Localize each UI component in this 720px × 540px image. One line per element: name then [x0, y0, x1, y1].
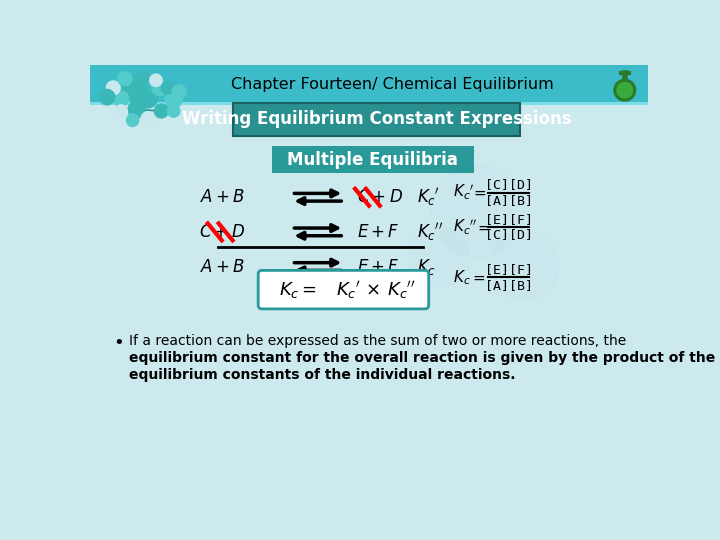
- Circle shape: [127, 114, 139, 126]
- Circle shape: [172, 85, 186, 99]
- Text: [C][D]: [C][D]: [485, 178, 533, 191]
- Text: $E + F$: $E + F$: [356, 223, 400, 241]
- Text: [A][B]: [A][B]: [485, 279, 533, 292]
- Text: $K_c{''}$: $K_c{''}$: [417, 221, 444, 243]
- Text: $C + D$: $C + D$: [356, 188, 402, 206]
- Circle shape: [113, 91, 129, 106]
- Text: [C][D]: [C][D]: [485, 228, 533, 241]
- Text: $K_c{'}$: $K_c{'}$: [417, 186, 440, 208]
- Text: $K_c$: $K_c$: [417, 256, 436, 276]
- Bar: [233, 103, 520, 136]
- Circle shape: [154, 104, 168, 118]
- Circle shape: [431, 165, 524, 257]
- Circle shape: [137, 71, 149, 83]
- Text: $A + B$: $A + B$: [200, 188, 245, 206]
- Text: [E][F]: [E][F]: [485, 213, 533, 226]
- Bar: [272, 146, 474, 173]
- Circle shape: [150, 74, 162, 86]
- Circle shape: [141, 112, 155, 126]
- Circle shape: [120, 76, 145, 100]
- Text: $A + B$: $A + B$: [200, 258, 245, 275]
- Bar: [90, 102, 648, 105]
- Text: $C + D$: $C + D$: [199, 223, 245, 241]
- Text: equilibrium constant for the overall reaction is given by the product of the: equilibrium constant for the overall rea…: [129, 351, 715, 365]
- Text: $K_c =$: $K_c =$: [279, 280, 317, 300]
- Text: $=$: $=$: [475, 220, 491, 235]
- Text: $E + F$: $E + F$: [356, 258, 400, 275]
- Text: Multiple Equilibria: Multiple Equilibria: [287, 151, 459, 168]
- Circle shape: [152, 80, 168, 96]
- Circle shape: [99, 90, 114, 105]
- Text: Chapter Fourteen/ Chemical Equilibrium: Chapter Fourteen/ Chemical Equilibrium: [231, 77, 554, 92]
- Circle shape: [617, 83, 632, 98]
- Circle shape: [107, 81, 120, 95]
- Text: •: •: [113, 334, 124, 352]
- Bar: [90, 65, 648, 103]
- Circle shape: [114, 105, 127, 117]
- Text: $K_c{''}$: $K_c{''}$: [453, 218, 477, 237]
- Circle shape: [168, 105, 180, 117]
- Text: [A][B]: [A][B]: [485, 194, 533, 207]
- Text: equilibrium constants of the individual reactions.: equilibrium constants of the individual …: [129, 368, 516, 382]
- Circle shape: [614, 79, 636, 101]
- Circle shape: [161, 82, 174, 94]
- Circle shape: [489, 231, 559, 300]
- Circle shape: [165, 91, 182, 108]
- Circle shape: [118, 72, 132, 86]
- Text: $K_c{'}\, \times \, K_c{''}$: $K_c{'}\, \times \, K_c{''}$: [336, 279, 415, 301]
- Text: $K_c$: $K_c$: [453, 268, 470, 287]
- Text: Writing Equilibrium Constant Expressions: Writing Equilibrium Constant Expressions: [182, 111, 572, 129]
- Text: $K_c{'}$: $K_c{'}$: [453, 183, 474, 202]
- Text: [E][F]: [E][F]: [485, 263, 533, 276]
- Bar: [601, 65, 648, 105]
- FancyBboxPatch shape: [258, 271, 428, 309]
- Circle shape: [139, 90, 158, 108]
- Circle shape: [408, 226, 469, 288]
- Text: If a reaction can be expressed as the sum of two or more reactions, the: If a reaction can be expressed as the su…: [129, 334, 626, 348]
- Text: $=$: $=$: [469, 270, 486, 285]
- Circle shape: [128, 101, 145, 118]
- Text: $=$: $=$: [472, 185, 487, 200]
